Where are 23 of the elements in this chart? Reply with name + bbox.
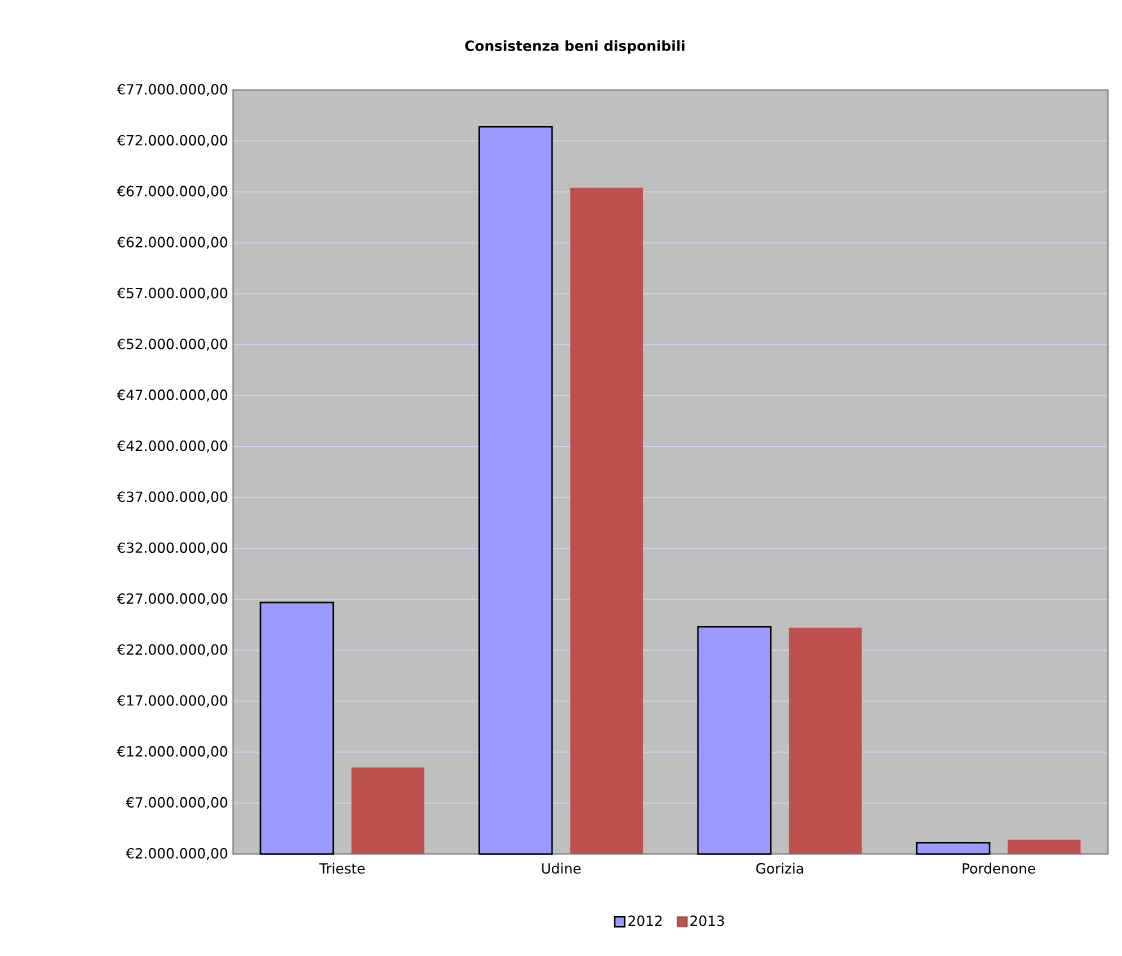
y-tick-label: €12.000.000,00 — [116, 746, 228, 759]
y-tick-label: €32.000.000,00 — [116, 542, 228, 555]
y-tick-label: €72.000.000,00 — [116, 134, 228, 147]
y-tick-label: €67.000.000,00 — [116, 185, 228, 198]
x-tick-label: Udine — [542, 862, 581, 874]
y-tick-label: €22.000.000,00 — [116, 644, 228, 657]
x-tick-label: Pordenone — [962, 862, 1036, 874]
y-tick-label: €2.000.000,00 — [125, 847, 228, 861]
y-tick-label: €17.000.000,00 — [116, 695, 228, 708]
y-tick-label: €77.000.000,00 — [116, 83, 228, 97]
y-tick-label: €27.000.000,00 — [116, 593, 228, 606]
x-tick-label: Trieste — [319, 862, 365, 874]
y-tick-label: €57.000.000,00 — [116, 287, 228, 300]
legend-label: 2013 — [690, 915, 724, 927]
y-tick-label: €42.000.000,00 — [116, 440, 228, 453]
x-tick-label: Gorizia — [756, 862, 804, 874]
y-tick-label: €52.000.000,00 — [116, 338, 228, 351]
y-tick-label: €37.000.000,00 — [116, 491, 228, 504]
y-tick-label: €62.000.000,00 — [116, 236, 228, 249]
legend-label: 2012 — [628, 915, 662, 927]
chart-title: Consistenza beni disponibili — [465, 40, 685, 54]
y-tick-label: €7.000.000,00 — [125, 797, 228, 810]
y-tick-label: €47.000.000,00 — [116, 389, 228, 402]
